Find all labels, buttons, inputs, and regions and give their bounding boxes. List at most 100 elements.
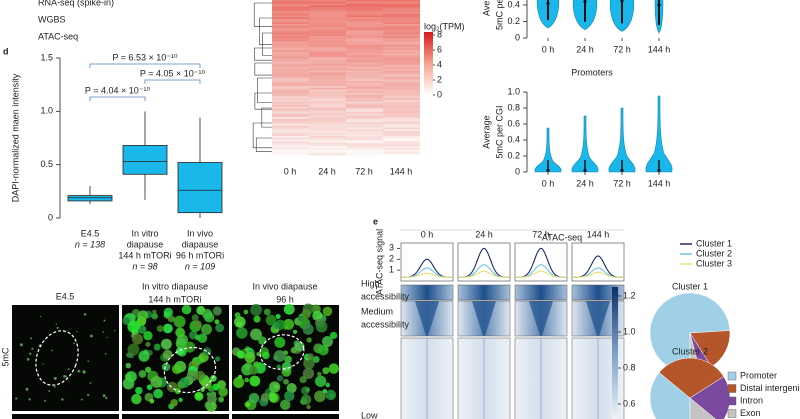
heatmap-cell (309, 149, 346, 152)
heatmap-cell (346, 49, 383, 52)
heatmap-cell (309, 72, 346, 75)
heatmap-cell (272, 151, 309, 154)
heatmap-cell (383, 32, 420, 35)
heatmap-cell (383, 111, 420, 114)
nucleus-signal (243, 309, 249, 315)
nucleus-signal (292, 329, 298, 335)
heatmap-cell (272, 115, 309, 118)
heatmap-cell (383, 22, 420, 25)
heatmap-cell (383, 31, 420, 34)
heatmap-cell (383, 77, 420, 80)
heatmap-cell (309, 51, 346, 54)
profile-line (400, 272, 454, 278)
heatmap-cell (272, 106, 309, 109)
nucleus-signal (258, 336, 267, 345)
heatmap-cell (309, 46, 346, 49)
header-line: WGBS (38, 14, 66, 24)
legend-label: Intron (740, 395, 763, 405)
nucleus-signal (312, 310, 323, 321)
nucleus-signal (102, 394, 106, 398)
nucleus-signal (82, 370, 86, 374)
nucleus-signal (55, 323, 57, 325)
heatmap-cell (272, 87, 309, 90)
heatmap-cell (383, 108, 420, 111)
y-axis-label: 5mC per CGI (494, 105, 504, 158)
heatmap-cell (309, 37, 346, 40)
nucleus-signal (103, 319, 106, 322)
legend-label: Distal intergenic (740, 383, 800, 393)
heatmap-cell (383, 141, 420, 144)
heatmap-cell (383, 101, 420, 104)
box (122, 145, 168, 175)
image-label: 144 h mTORi (148, 294, 201, 304)
y-axis-label: DAPI-normalized maen intensity (10, 73, 20, 202)
heatmap-cell (272, 146, 309, 149)
heatmap-cell (272, 125, 309, 128)
nucleus-signal (301, 309, 312, 319)
nucleus-signal (325, 389, 337, 401)
heatmap-cell (309, 117, 346, 120)
group-label: E4.5 (81, 228, 100, 238)
heatmap-cell (309, 65, 346, 68)
heatmap-cell (272, 118, 309, 121)
nucleus-signal (76, 331, 78, 333)
y-tick-label: 0.8 (507, 102, 520, 112)
box (177, 162, 223, 214)
heatmap-cell (309, 151, 346, 154)
nucleus-signal (236, 327, 248, 339)
nucleus-signal (194, 391, 204, 401)
heatmap-cell (346, 44, 383, 47)
heatmap-cell (346, 137, 383, 140)
nucleus-signal (218, 387, 228, 397)
profile-line (571, 255, 625, 278)
heatmap-cell (272, 77, 309, 80)
heatmap-cell (346, 129, 383, 132)
heatmap-cell (383, 80, 420, 83)
nucleus-signal (122, 317, 130, 325)
y-tick-label: 0.4 (507, 0, 520, 9)
heatmap-cell (272, 149, 309, 152)
nucleus-signal (61, 398, 64, 401)
heatmap-cell (272, 12, 309, 15)
heatmap-cell (309, 36, 346, 39)
nucleus-signal (322, 336, 333, 347)
dendrogram (253, 2, 272, 27)
heatmap-cell (383, 103, 420, 106)
nucleus-signal (28, 398, 31, 401)
heatmap-cell (272, 122, 309, 125)
heatmap-cell (309, 18, 346, 21)
heatmap-cell (383, 153, 420, 156)
nucleus-signal (325, 382, 331, 388)
heatmap-cell (272, 111, 309, 114)
cluster-frame (400, 337, 454, 419)
heatmap-cell (309, 132, 346, 135)
nucleus-signal (201, 378, 212, 389)
heatmap-cell (272, 31, 309, 34)
nucleus-signal (305, 387, 310, 392)
heatmap-cell (383, 67, 420, 70)
nucleus-signal (250, 328, 262, 341)
y-tick-label: 1 (389, 264, 394, 274)
heatmap-cell (346, 105, 383, 108)
heatmap-cell (272, 139, 309, 142)
heatmap-cell (346, 120, 383, 123)
heatmap-cell (309, 137, 346, 140)
heatmap-cell (272, 58, 309, 61)
cluster-frame (457, 337, 511, 419)
heatmap-cell (346, 58, 383, 61)
image-label: In vitro diapause (142, 281, 208, 291)
heatmap-cell (346, 113, 383, 116)
heatmap-cell (383, 17, 420, 20)
heatmap-cell (383, 139, 420, 142)
heatmap-cell (383, 63, 420, 66)
nucleus-signal (290, 347, 297, 354)
heatmap-cell (272, 62, 309, 65)
header-line: ATAC-seq (38, 31, 78, 41)
violin (571, 115, 599, 173)
nucleus-signal (234, 312, 241, 319)
heatmap-cell (346, 141, 383, 144)
heatmap-cell (272, 75, 309, 78)
heatmap-cell (383, 44, 420, 47)
nucleus-signal (173, 315, 186, 328)
heatmap-cell (309, 13, 346, 16)
